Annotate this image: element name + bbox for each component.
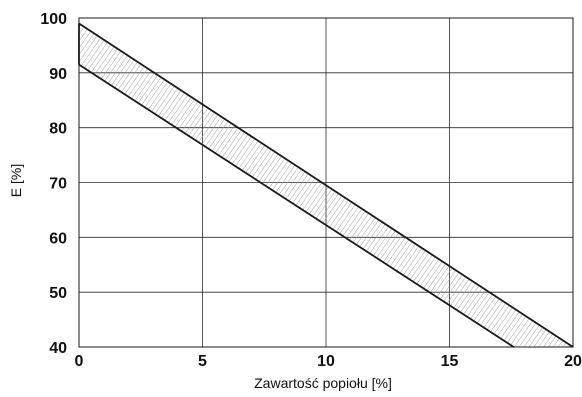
x-tick-label: 10 — [317, 353, 335, 370]
y-tick-label: 40 — [49, 340, 67, 357]
y-tick-label: 80 — [49, 121, 67, 138]
x-tick-label: 15 — [441, 353, 459, 370]
y-axis-title: E [%] — [8, 164, 24, 197]
plot-frame — [78, 17, 574, 348]
y-tick-label: 70 — [49, 176, 67, 193]
x-axis-ticks: 0 5 10 15 20 — [75, 353, 582, 370]
lower-bound-line — [78, 63, 515, 348]
y-tick-label: 60 — [49, 230, 67, 247]
y-axis-ticks: 40 50 60 70 80 90 100 — [40, 11, 67, 357]
y-tick-label: 90 — [49, 66, 67, 83]
x-tick-label: 5 — [198, 353, 207, 370]
x-tick-label: 20 — [564, 353, 582, 370]
upper-bound-line — [78, 22, 574, 348]
y-tick-label: 100 — [40, 11, 67, 28]
y-tick-label: 50 — [49, 285, 67, 302]
x-axis-title: Zawartość popiołu [%] — [254, 375, 392, 391]
x-tick-label: 0 — [75, 353, 84, 370]
